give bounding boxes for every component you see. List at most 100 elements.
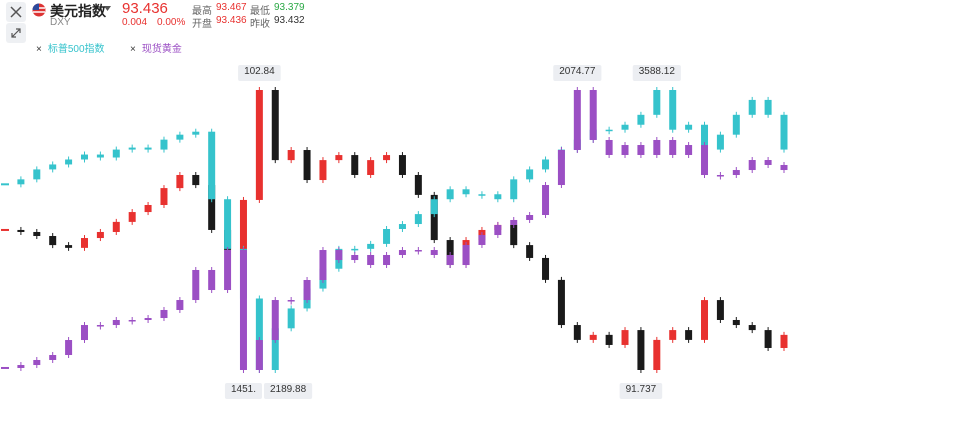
candle-body <box>526 215 534 220</box>
stat-value: 93.379 <box>274 2 305 13</box>
candle-body <box>478 235 486 245</box>
candle-body <box>494 194 502 200</box>
candle-body <box>398 155 406 175</box>
candle-body <box>351 248 359 251</box>
candle-body <box>780 164 788 171</box>
candle-body <box>80 325 88 341</box>
candle-body <box>49 236 57 246</box>
candle-body <box>255 90 263 200</box>
candle-body <box>160 188 168 205</box>
candle-body <box>732 170 740 176</box>
candle-body <box>112 319 120 326</box>
candle-body <box>287 150 295 161</box>
extreme-label-text: 2189.88 <box>270 384 307 395</box>
zoom-icon <box>11 28 21 38</box>
legend-remove[interactable]: × <box>130 44 136 55</box>
close-icon <box>10 6 22 18</box>
candle-body <box>96 325 104 327</box>
candle-body <box>780 334 788 348</box>
legend-remove[interactable]: × <box>36 44 42 55</box>
candle-body <box>557 279 565 326</box>
candle-body <box>255 340 263 370</box>
change-pct: 0.00% <box>157 17 186 28</box>
candle-body <box>49 164 57 170</box>
candle-body <box>748 325 756 331</box>
candle-body <box>764 99 772 115</box>
candle-body <box>239 199 247 250</box>
candle-body <box>160 139 168 150</box>
candle-body <box>685 145 693 155</box>
extreme-label-box <box>632 65 681 81</box>
candle-body <box>701 300 709 340</box>
candle-body <box>112 149 120 158</box>
candle-body <box>80 238 88 248</box>
candle-body <box>478 194 486 196</box>
candle-body <box>748 160 756 171</box>
candle-body <box>732 114 740 135</box>
candle-body <box>780 114 788 150</box>
candle-body <box>510 179 518 200</box>
candle-body <box>287 300 295 302</box>
candle-body <box>621 145 629 155</box>
candle-body <box>526 169 534 180</box>
candle-body <box>605 139 613 155</box>
candle-body <box>589 90 597 140</box>
candle-body <box>144 204 152 213</box>
candle-body <box>621 330 629 345</box>
candle-body <box>65 245 73 248</box>
legend-item[interactable]: × 标普500指数 <box>36 40 105 55</box>
candle-body <box>510 224 518 246</box>
candle-body <box>414 214 422 225</box>
candle-body <box>128 212 136 222</box>
candle-body <box>208 269 216 291</box>
candle-body <box>33 169 41 180</box>
candle-body <box>542 185 550 216</box>
candle-body <box>685 330 693 340</box>
candle-body <box>605 129 613 132</box>
candle-body <box>49 355 57 360</box>
extreme-label-box <box>619 383 663 399</box>
chart: 1451. 102.84 2189.88 2074.77 91.737 3588.12 <box>1 65 788 399</box>
candle-body <box>716 300 724 320</box>
instrument-name: 美元指数 <box>50 3 106 19</box>
candle-body <box>589 334 597 340</box>
candle-body <box>653 90 661 115</box>
candle-body <box>669 139 677 155</box>
candle-body <box>96 231 104 239</box>
candle-body <box>303 279 311 301</box>
candle-body <box>398 224 406 229</box>
candle-body <box>33 231 41 237</box>
candle-body <box>351 254 359 261</box>
candle-body <box>319 160 327 181</box>
candle-body <box>33 359 41 366</box>
candle-body <box>176 174 184 189</box>
candle-body <box>17 365 25 368</box>
candle-body <box>144 147 152 150</box>
candle-body <box>637 145 645 155</box>
candle-body <box>335 250 343 261</box>
candle-body <box>557 150 565 186</box>
candle-body <box>192 131 200 135</box>
candle-body <box>637 330 645 370</box>
dropdown-caret[interactable] <box>104 6 112 12</box>
extreme-label: 2189.88 <box>263 383 313 399</box>
extreme-label-text: 91.737 <box>626 384 657 395</box>
extreme-label-text: 3588.12 <box>639 66 676 77</box>
close-button[interactable] <box>6 2 26 22</box>
candle-body <box>176 134 184 140</box>
candle-body <box>319 250 327 280</box>
candle-body <box>367 243 375 249</box>
extreme-label: 3588.12 <box>632 65 681 81</box>
zoom-button[interactable] <box>6 23 26 43</box>
extreme-label-text: 1451. <box>231 384 256 395</box>
candle-body <box>17 179 25 185</box>
candle-body <box>192 269 200 301</box>
candle-body <box>208 185 216 230</box>
extreme-label: 2074.77 <box>553 65 602 81</box>
legend-item[interactable]: × 现货黄金 <box>130 40 182 55</box>
candle-body <box>414 250 422 252</box>
stat-label: 最高 <box>192 6 212 17</box>
candle-body <box>96 154 104 158</box>
candle-body <box>716 134 724 150</box>
